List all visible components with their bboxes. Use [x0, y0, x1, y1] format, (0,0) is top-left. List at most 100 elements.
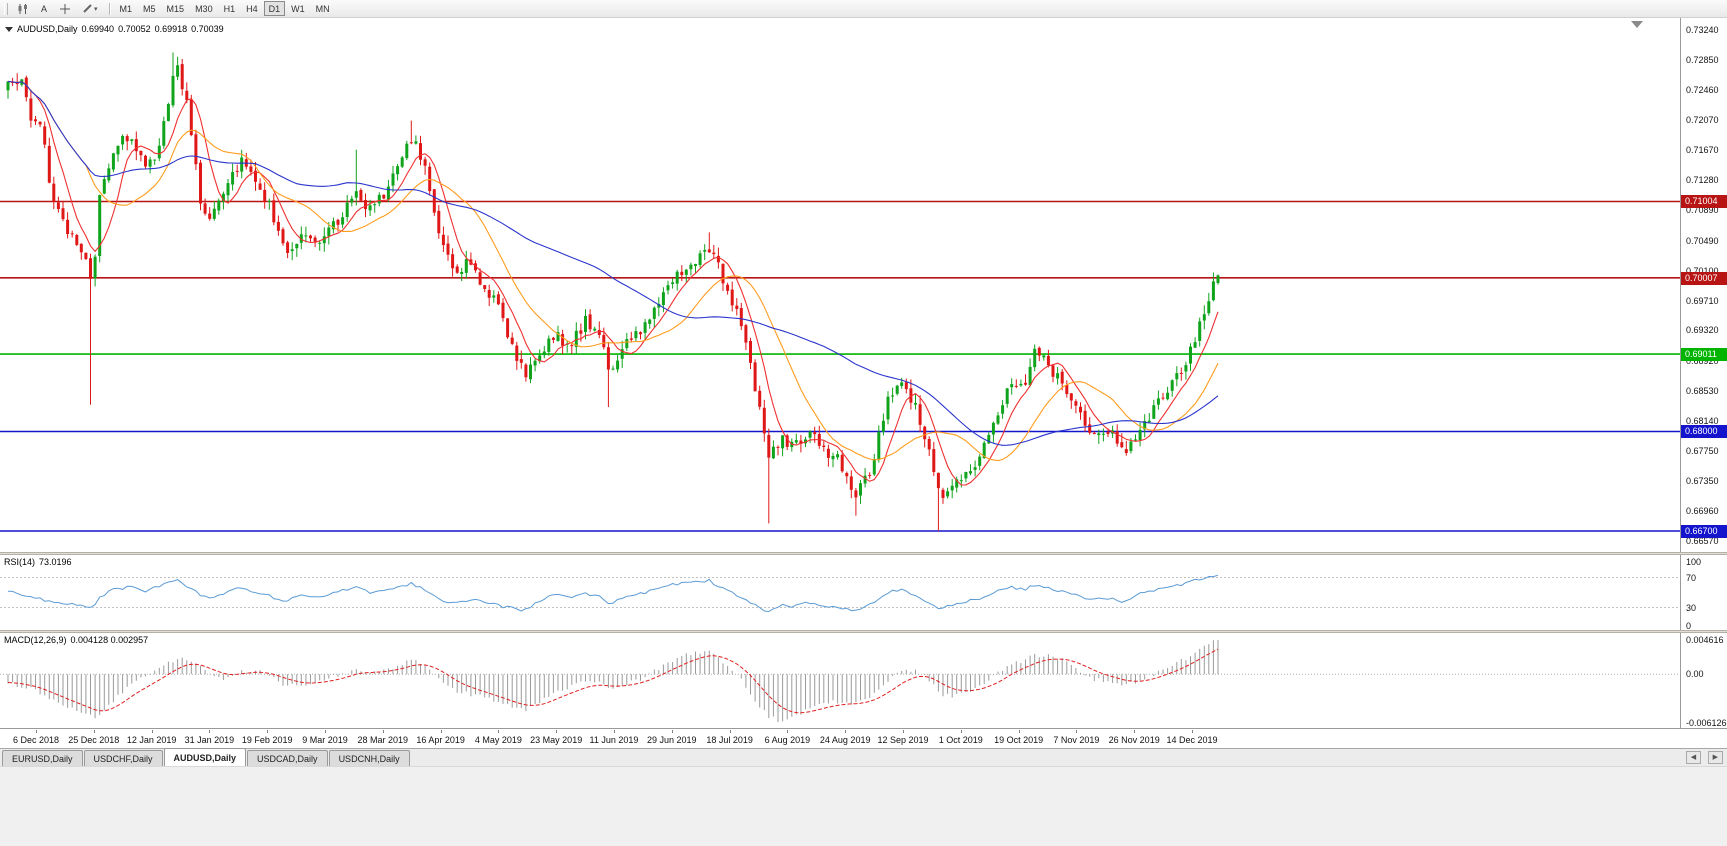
macd-indicator-canvas[interactable]: [0, 633, 1680, 728]
price-scale-label: 0.67750: [1686, 445, 1719, 456]
chart-type-button[interactable]: [12, 1, 34, 16]
date-label: 26 Nov 2019: [1108, 735, 1160, 745]
rsi-indicator-canvas[interactable]: [0, 555, 1680, 630]
drawing-tools-dropdown-button[interactable]: ▾: [77, 1, 103, 16]
date-label: 4 May 2019: [474, 735, 522, 745]
price-chart-canvas[interactable]: [0, 18, 1680, 552]
chevron-down-icon: ▾: [94, 5, 98, 13]
chart-close-value: 0.70039: [191, 24, 224, 34]
rsi-indicator-label: RSI(14) 73.0196: [4, 557, 76, 567]
date-label: 9 Mar 2019: [302, 735, 348, 745]
price-scale-label: 0.66570: [1686, 535, 1719, 546]
timeframe-button-m30[interactable]: M30: [195, 3, 213, 14]
date-label: 12 Sep 2019: [877, 735, 929, 745]
date-tick: [671, 730, 673, 733]
date-label: 6 Dec 2018: [12, 735, 60, 745]
date-tick: [440, 730, 442, 733]
date-tick: [36, 730, 37, 733]
date-label: 1 Oct 2019: [938, 735, 983, 745]
timeframe-button-mn[interactable]: MN: [315, 3, 330, 14]
date-tick: [325, 730, 326, 733]
price-line-tag: 0.68000: [1681, 425, 1727, 439]
price-scale-label: 0.66960: [1686, 506, 1719, 517]
macd-current-values: 0.004128 0.002957: [70, 635, 149, 645]
date-label: 28 Mar 2019: [357, 735, 409, 745]
timeframe-button-h1[interactable]: H1: [223, 3, 236, 14]
date-tick: [1192, 730, 1193, 733]
macd-scale-label: 0.004616: [1686, 635, 1724, 645]
date-tick: [960, 730, 962, 733]
price-scale[interactable]: 0.73240 0.72850 0.72460 0.72070 0.71670 0.712…: [1680, 18, 1727, 728]
price-line-tag: 0.70007: [1681, 271, 1727, 285]
chart-shift-marker[interactable]: [1631, 21, 1643, 28]
date-label: 7 Nov 2019: [1053, 735, 1100, 745]
timeframe-button-m15[interactable]: M15: [166, 3, 185, 14]
macd-signal-line: [7, 648, 1219, 714]
chart-symbol-period: AUDUSD,Daily: [17, 24, 78, 34]
crosshair-tool-button[interactable]: [54, 1, 76, 16]
text-tool-label: A: [40, 3, 47, 14]
chart-window: AUDUSD,Daily 0.69940 0.70052 0.69918 0.7…: [0, 18, 1727, 748]
date-label: 16 Apr 2019: [416, 735, 465, 745]
chart-tab-audusd[interactable]: AUDUSD,Daily: [163, 748, 247, 766]
toolbar-grip[interactable]: [4, 2, 8, 15]
moving-average-line: [7, 80, 1219, 462]
moving-average-line: [7, 80, 1219, 486]
date-label: 18 Jul 2019: [706, 735, 753, 745]
price-line-tag: 0.69011: [1681, 348, 1727, 362]
date-label: 31 Jan 2019: [184, 735, 235, 745]
macd-indicator-label: MACD(12,26,9) 0.004128 0.002957: [4, 635, 152, 645]
price-scale-label: 0.70100: [1686, 265, 1719, 276]
date-label: 12 Jan 2019: [126, 735, 177, 745]
price-scale-label: 0.72850: [1686, 55, 1719, 66]
tab-scroll-right-button[interactable]: ▶: [1707, 751, 1723, 764]
crosshair-icon: [60, 3, 70, 14]
chart-ohlc-title: AUDUSD,Daily 0.69940 0.70052 0.69918 0.7…: [5, 24, 228, 34]
date-label: 23 May 2019: [530, 735, 583, 745]
date-tick: [93, 730, 95, 733]
price-scale-label: 0.68140: [1686, 415, 1719, 426]
chart-tab-usdcad[interactable]: USDCAD,Daily: [247, 750, 328, 766]
rsi-scale-label: 100: [1686, 557, 1702, 567]
timeframe-button-m5[interactable]: M5: [143, 3, 156, 14]
rsi-scale-label: 0: [1686, 621, 1692, 631]
price-scale-label: 0.69320: [1686, 325, 1719, 336]
price-line-tag: 0.71004: [1681, 195, 1727, 209]
date-label: 14 Dec 2019: [1166, 735, 1218, 745]
panel-splitter[interactable]: [0, 552, 1727, 555]
chart-tab-usdchf[interactable]: USDCHF,Daily: [83, 750, 163, 766]
rsi-scale-label: 70: [1686, 572, 1697, 583]
time-scale[interactable]: 6 Dec 2018 25 Dec 2018 12 Jan 2019 31 Jan 2…: [0, 728, 1727, 748]
price-scale-label: 0.71280: [1686, 175, 1719, 186]
date-tick: [1018, 730, 1020, 733]
panel-splitter[interactable]: [0, 630, 1727, 633]
timeframe-button-m1[interactable]: M1: [119, 3, 133, 14]
date-tick: [498, 730, 500, 733]
price-scale-label: 0.70890: [1686, 205, 1719, 216]
date-tick: [614, 730, 615, 733]
date-tick: [903, 730, 904, 733]
date-label: 6 Aug 2019: [764, 735, 811, 745]
chart-tabs: EURUSD,Daily USDCHF,Daily AUDUSD,Daily USDC…: [0, 748, 1727, 766]
date-tick: [845, 730, 847, 733]
price-scale-label: 0.73240: [1686, 25, 1719, 36]
date-label: 19 Feb 2019: [241, 735, 293, 745]
macd-scale-label: 0.00: [1686, 669, 1704, 680]
tab-scroll-left-button[interactable]: ◀: [1685, 751, 1702, 764]
date-tick: [787, 730, 789, 733]
chart-tab-eurusd[interactable]: EURUSD,Daily: [2, 750, 83, 766]
date-label: 29 Jun 2019: [647, 735, 697, 745]
toolbar: A ▾ M1 M5 M15 M30 H1 H4 D1 W1 MN: [0, 0, 1727, 18]
chart-symbol-icon: [5, 26, 13, 32]
chart-tab-usdcnh[interactable]: USDCNH,Daily: [328, 750, 410, 766]
timeframe-button-w1[interactable]: W1: [291, 3, 305, 14]
timeframe-button-d1[interactable]: D1: [263, 1, 286, 16]
price-scale-label: 0.71670: [1686, 145, 1719, 156]
text-annotation-button[interactable]: A: [35, 1, 53, 16]
price-scale-label: 0.67350: [1686, 476, 1719, 487]
rsi-current-value: 73.0196: [39, 557, 72, 567]
date-tick: [267, 730, 269, 733]
date-label: 11 Jun 2019: [589, 735, 639, 745]
timeframe-button-h4[interactable]: H4: [246, 3, 258, 14]
macd-scale-label: -0.006126: [1686, 718, 1727, 728]
